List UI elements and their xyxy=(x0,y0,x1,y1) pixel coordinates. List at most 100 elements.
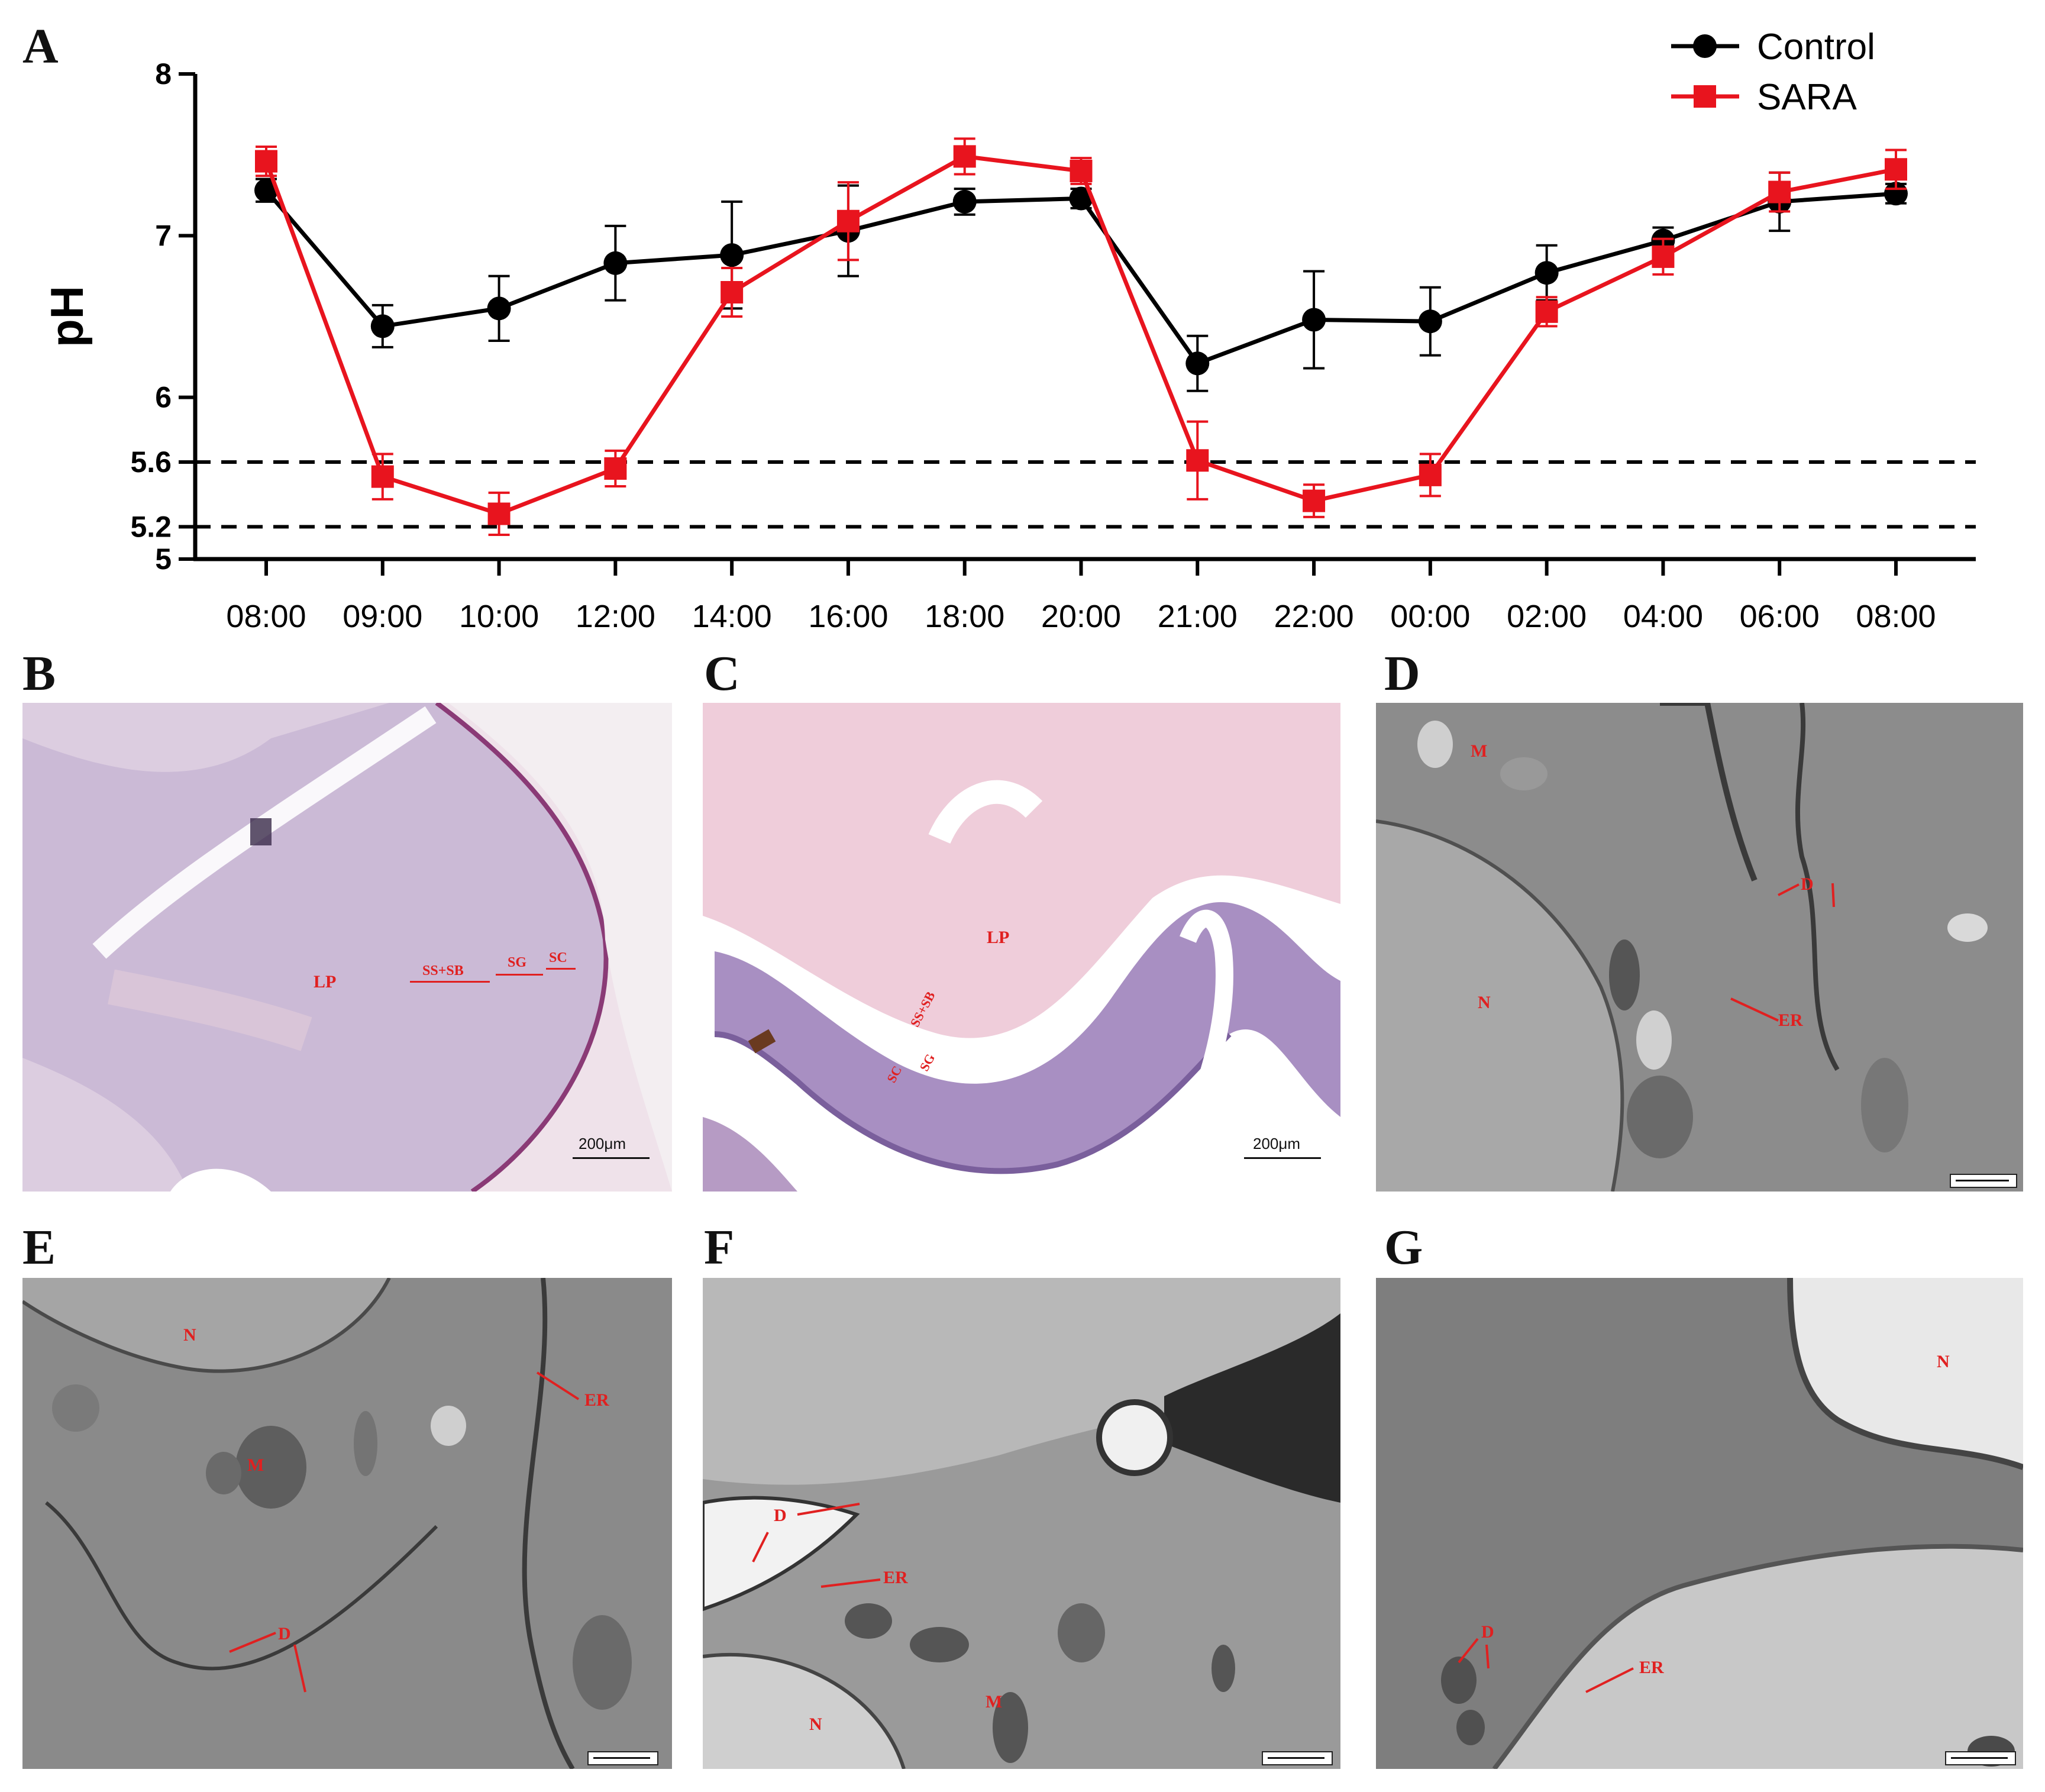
label-lp-c: LP xyxy=(987,928,1010,947)
ph-line-chart: 55.2 5.6 6 7 8 08:00 09:00 10:00 12:00 14:00 16:00… xyxy=(41,27,1976,634)
histology-image-c xyxy=(703,703,1340,1192)
label-d-d: D xyxy=(1801,874,1814,894)
micrograph-f: D ER M N xyxy=(703,1278,1340,1769)
micrograph-b: LP SS+SB SG SC 200μm xyxy=(22,703,672,1192)
data-point xyxy=(1885,158,1907,181)
x-tick-label: 16:00 xyxy=(808,599,888,634)
data-point xyxy=(1768,180,1791,204)
scale-text-c: 200μm xyxy=(1253,1135,1301,1152)
x-tick-label: 18:00 xyxy=(925,599,1004,634)
label-n-e: N xyxy=(183,1325,196,1345)
panel-letter-g: G xyxy=(1384,1220,1423,1275)
series-line xyxy=(264,189,1897,366)
data-point xyxy=(1186,449,1209,472)
y-axis-label: pH xyxy=(41,286,93,347)
panel-letter-b: B xyxy=(22,646,56,701)
chart-axes: 55.2 5.6 6 7 8 08:00 09:00 10:00 12:00 14:00 16:00… xyxy=(41,57,1976,634)
series-sara xyxy=(255,137,1907,536)
arrows-f xyxy=(752,1503,881,1588)
panel-letter-e: E xyxy=(22,1220,56,1275)
x-tick-label: 08:00 xyxy=(226,599,306,634)
label-n-f: N xyxy=(809,1714,822,1734)
data-point xyxy=(604,457,627,480)
data-point xyxy=(953,145,976,168)
data-point xyxy=(1303,489,1326,512)
data-point xyxy=(1070,160,1093,182)
label-d-g: D xyxy=(1481,1622,1494,1642)
tem-image-f xyxy=(703,1278,1340,1769)
x-tick-label: 20:00 xyxy=(1041,599,1121,634)
data-point xyxy=(1534,261,1559,285)
scale-text-b: 200μm xyxy=(579,1135,626,1152)
data-point xyxy=(721,281,744,303)
label-d-e: D xyxy=(278,1624,291,1644)
label-ss-sb-line-b xyxy=(410,981,490,983)
label-sg-b: SG xyxy=(508,955,527,970)
scale-bar-g xyxy=(1951,1757,2008,1759)
panel-letter-c: C xyxy=(704,646,740,701)
data-point xyxy=(836,209,860,233)
data-point xyxy=(1069,186,1093,211)
scale-bar-d xyxy=(1956,1180,2009,1181)
micrograph-g: N D ER xyxy=(1376,1278,2023,1769)
data-point xyxy=(720,243,744,267)
x-tick-label: 08:00 xyxy=(1856,599,1936,634)
arrows-e xyxy=(229,1371,580,1693)
legend-marker xyxy=(1694,85,1716,108)
label-n-d: N xyxy=(1478,993,1491,1012)
scale-bar-c xyxy=(1244,1157,1321,1159)
label-sg-line-b xyxy=(496,974,543,976)
label-m-f: M xyxy=(986,1692,1003,1712)
data-point xyxy=(952,189,977,214)
reference-lines xyxy=(195,460,1976,529)
legend-marker xyxy=(1693,34,1717,58)
legend-label: SARA xyxy=(1757,77,1857,118)
y-tick-label: 7 xyxy=(155,219,172,252)
x-tick-label: 21:00 xyxy=(1158,599,1238,634)
label-lp-b: LP xyxy=(314,972,337,992)
series-control xyxy=(254,171,1908,392)
scale-bar-b xyxy=(573,1157,650,1159)
label-er-d: ER xyxy=(1778,1010,1803,1030)
y-tick-label: 5 xyxy=(155,543,172,576)
chart-series xyxy=(254,137,1908,536)
x-tick-label: 14:00 xyxy=(692,599,772,634)
y-tick-label: 5.2 xyxy=(130,510,172,543)
label-m-e: M xyxy=(247,1455,264,1475)
histology-image-b xyxy=(22,703,672,1192)
tem-image-d xyxy=(1376,703,2023,1192)
data-point xyxy=(487,502,511,525)
scale-bar-f xyxy=(1268,1757,1324,1759)
x-tick-label: 22:00 xyxy=(1274,599,1354,634)
y-tick-label: 8 xyxy=(155,57,172,91)
label-sc-line-b xyxy=(546,968,576,970)
label-er-g: ER xyxy=(1639,1658,1664,1677)
x-tick-label: 00:00 xyxy=(1390,599,1470,634)
data-point xyxy=(1419,463,1442,486)
label-sc-b: SC xyxy=(549,950,567,966)
x-tick-label: 12:00 xyxy=(576,599,655,634)
panel-letter-a: A xyxy=(22,19,59,74)
scale-bar-e xyxy=(593,1757,650,1759)
tem-image-e xyxy=(22,1278,672,1769)
tem-image-g xyxy=(1376,1278,2023,1769)
label-m-d: M xyxy=(1471,741,1488,761)
x-tick-label: 10:00 xyxy=(459,599,539,634)
data-point xyxy=(254,178,278,202)
label-er-e: ER xyxy=(584,1390,609,1410)
arrows-d xyxy=(1730,883,1835,1022)
data-point xyxy=(255,150,277,173)
label-ss-sb-b: SS+SB xyxy=(422,963,464,979)
label-er-f: ER xyxy=(883,1568,908,1587)
data-point xyxy=(370,314,395,338)
x-tick-label: 02:00 xyxy=(1507,599,1587,634)
y-tick-label: 6 xyxy=(155,381,172,414)
data-point xyxy=(487,296,511,321)
data-point xyxy=(1418,309,1442,334)
micrograph-e: N ER M D xyxy=(22,1278,672,1769)
panel-letter-f: F xyxy=(704,1220,735,1275)
panel-letter-d: D xyxy=(1384,646,1420,701)
micrograph-d: M N D ER xyxy=(1376,703,2023,1192)
data-point xyxy=(1535,300,1558,323)
label-n-g: N xyxy=(1937,1352,1950,1371)
